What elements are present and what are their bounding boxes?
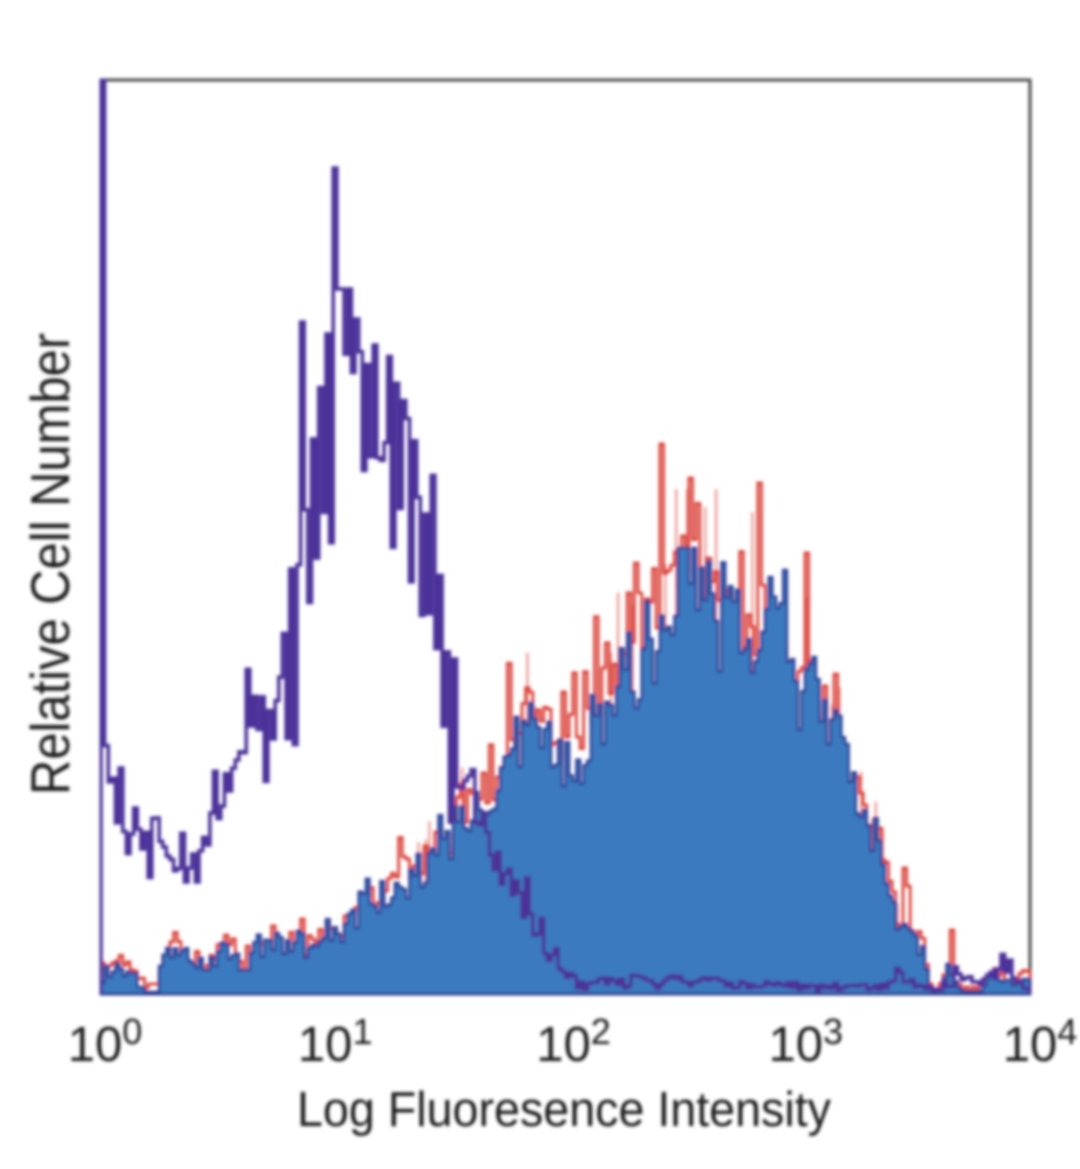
svg-text:104: 104 [1003, 1011, 1078, 1072]
svg-text:100: 100 [68, 1011, 143, 1072]
svg-text:Log Fluoresence Intensity: Log Fluoresence Intensity [297, 1083, 831, 1137]
svg-text:Relative Cell Number: Relative Cell Number [19, 333, 81, 795]
